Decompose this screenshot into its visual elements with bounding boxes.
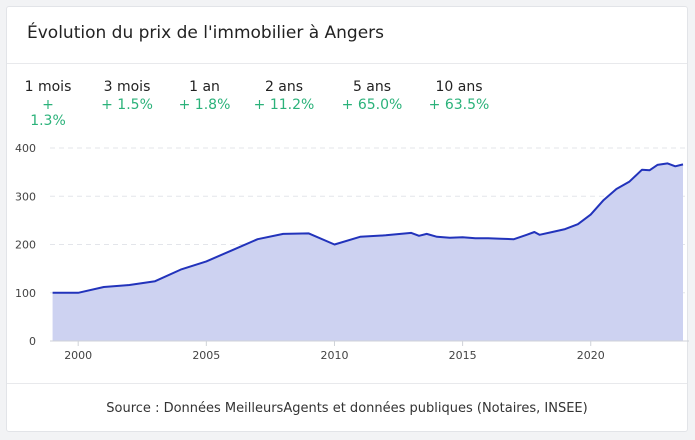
period-2-ans[interactable]: 2 ans + 11.2% [253, 79, 315, 113]
period-5-ans[interactable]: 5 ans + 65.0% [339, 79, 405, 113]
card-header: Évolution du prix de l'immobilier à Ange… [7, 7, 687, 64]
period-change: + 63.5% [428, 97, 490, 113]
x-tick-label: 2000 [64, 349, 92, 362]
period-1-mois[interactable]: 1 mois + 1.3% [23, 79, 73, 129]
period-change: + 65.0% [341, 97, 403, 113]
period-change: + 11.2% [253, 97, 315, 113]
period-label: 1 mois [24, 79, 72, 95]
period-change: + 1.8% [178, 97, 231, 113]
price-area [52, 163, 684, 341]
x-tick-label: 2020 [577, 349, 605, 362]
period-label: 5 ans [352, 79, 392, 95]
period-label: 2 ans [264, 79, 304, 95]
y-tick-label: 200 [15, 239, 36, 252]
x-tick-label: 2005 [192, 349, 220, 362]
card-title: Évolution du prix de l'immobilier à Ange… [27, 23, 385, 43]
y-tick-label: 300 [15, 190, 36, 203]
y-tick-label: 0 [29, 335, 36, 348]
area-layer [52, 162, 684, 341]
source-note: Source : Données MeilleursAgents et donn… [7, 383, 687, 434]
price-line [52, 162, 684, 294]
x-tick-label: 2010 [320, 349, 348, 362]
period-10-ans[interactable]: 10 ans + 63.5% [425, 79, 493, 113]
period-3-mois[interactable]: 3 mois + 1.5% [97, 79, 157, 113]
x-tick-label: 2015 [449, 349, 477, 362]
y-tick-label: 100 [15, 287, 36, 300]
y-tick-label: 400 [15, 142, 36, 155]
period-change: + 1.5% [101, 97, 153, 113]
period-label: 1 an [189, 79, 220, 95]
period-label: 3 mois [103, 79, 151, 95]
axis-layer: 0 100 200 300 400 2000 2005 2010 2015 2020 [15, 142, 689, 362]
period-change: + 1.3% [30, 97, 66, 129]
period-1-an[interactable]: 1 an + 1.8% [177, 79, 232, 113]
price-evolution-card: Évolution du prix de l'immobilier à Ange… [6, 6, 688, 432]
period-label: 10 ans [435, 79, 483, 95]
period-changes: 1 mois + 1.3% 3 mois + 1.5% 1 an + 1.8% … [7, 79, 687, 129]
